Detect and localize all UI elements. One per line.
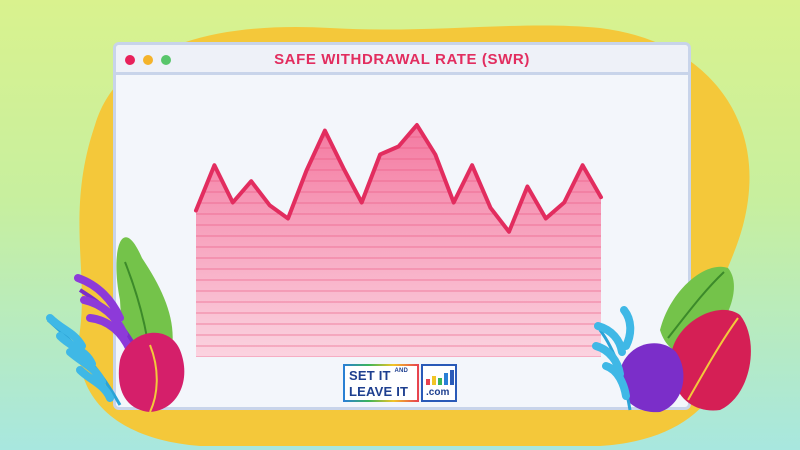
bar-chart-icon	[426, 370, 454, 385]
leaf-icon	[118, 332, 185, 412]
logo-line-1-small: AND	[394, 368, 409, 374]
minimize-window-button[interactable]	[143, 55, 153, 65]
logo-line-2: LEAVE IT	[349, 384, 409, 399]
title-bar: SAFE WITHDRAWAL RATE (SWR)	[116, 45, 688, 75]
leaf-icon	[619, 343, 684, 413]
maximize-window-button[interactable]	[161, 55, 171, 65]
logo-line-1: SET IT	[349, 368, 391, 383]
logo-badge: .com	[421, 364, 457, 402]
swr-area-chart	[194, 123, 603, 357]
window-title: SAFE WITHDRAWAL RATE (SWR)	[274, 51, 530, 68]
set-it-and-leave-it-logo[interactable]: SET IT AND LEAVE IT .com	[343, 364, 457, 402]
close-window-button[interactable]	[125, 55, 135, 65]
logo-wordmark: SET IT AND LEAVE IT	[343, 364, 419, 402]
area-fill	[196, 125, 601, 357]
logo-suffix: .com	[426, 387, 450, 398]
